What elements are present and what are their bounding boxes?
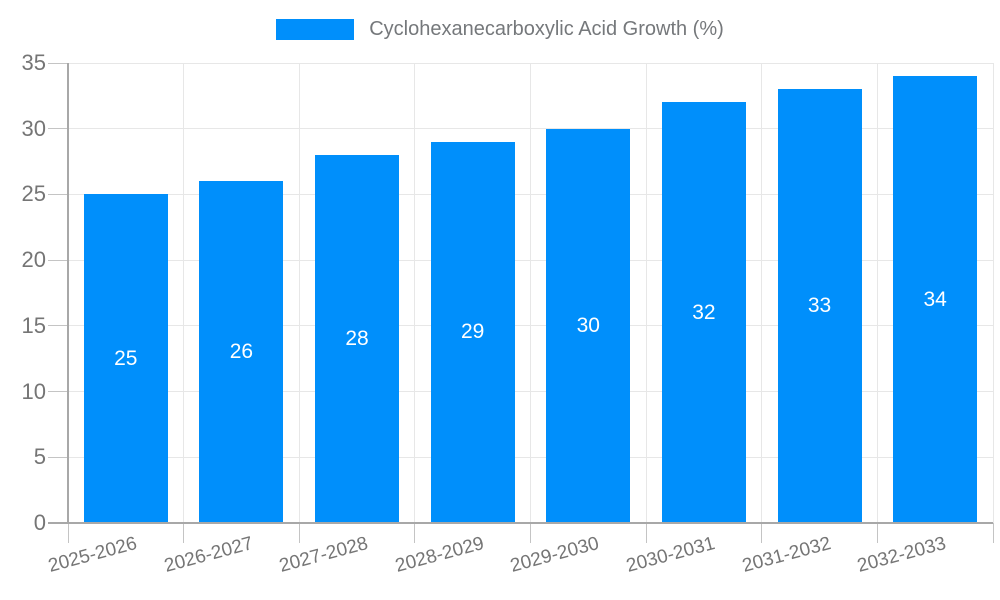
x-axis-tick-label: 2029-2030 — [508, 533, 602, 577]
x-axis-tick-label: 2031-2032 — [739, 533, 833, 577]
x-axis-tick-label: 2030-2031 — [624, 533, 718, 577]
bar-value-label: 25 — [114, 346, 138, 370]
x-axis-line — [48, 522, 993, 524]
legend-swatch — [276, 19, 355, 40]
x-axis-tick-label: 2032-2033 — [855, 533, 949, 577]
x-axis-tick — [67, 523, 69, 543]
x-axis-tick — [530, 523, 531, 543]
bar-value-label: 28 — [345, 327, 369, 350]
bar-value-label: 33 — [807, 294, 832, 318]
bar — [893, 76, 978, 522]
x-axis-tick-label: 2025-2026 — [46, 533, 140, 577]
bar — [546, 128, 631, 522]
gridline-vertical — [530, 63, 531, 523]
bar — [661, 102, 746, 522]
legend-label: Cyclohexanecarboxylic Acid Growth (%) — [369, 18, 724, 40]
y-axis-tick-label: 25 — [21, 181, 46, 207]
gridline-vertical — [414, 63, 416, 523]
y-axis-tick-label: 35 — [21, 50, 46, 75]
x-axis-tick-label: 2027-2028 — [277, 533, 371, 577]
gridline-vertical — [183, 63, 185, 523]
bar — [777, 89, 862, 522]
bar-value-label: 29 — [461, 320, 485, 344]
y-axis-tick — [48, 325, 68, 327]
gridline-vertical — [876, 63, 878, 523]
bar — [83, 194, 168, 522]
y-axis-tick — [48, 62, 68, 64]
bar — [315, 155, 400, 522]
bar — [430, 141, 515, 522]
gridline-vertical — [645, 63, 647, 523]
x-axis-tick — [876, 523, 878, 543]
y-axis-tick-label: 0 — [33, 510, 46, 535]
x-axis-tick-label: 2026-2027 — [161, 533, 255, 577]
x-axis-tick — [183, 523, 185, 543]
y-axis-tick-label: 10 — [21, 378, 46, 404]
y-axis-tick — [48, 391, 68, 393]
legend-item[interactable]: Cyclohexanecarboxylic Acid Growth (%) — [0, 18, 1000, 41]
y-axis-tick-label: 15 — [21, 312, 46, 338]
x-axis-tick — [414, 523, 416, 543]
bar-value-label: 26 — [229, 340, 254, 364]
bar-value-label: 34 — [923, 287, 947, 311]
x-axis-tick — [298, 523, 300, 543]
y-axis-tick — [48, 128, 68, 130]
y-axis-tick-label: 20 — [21, 247, 46, 273]
gridline-vertical — [992, 63, 994, 523]
y-axis-tick — [48, 193, 68, 195]
bar-value-label: 30 — [576, 313, 600, 337]
y-axis-tick-label: 5 — [33, 444, 46, 470]
y-axis-tick-label: 30 — [21, 115, 46, 141]
x-axis-tick — [992, 523, 994, 543]
y-axis-line — [67, 63, 69, 523]
y-axis-tick — [48, 259, 68, 261]
x-axis-tick — [645, 523, 647, 543]
bar-value-label: 32 — [692, 300, 716, 324]
bar — [199, 181, 284, 522]
gridline-vertical — [298, 63, 300, 523]
x-axis-tick — [761, 523, 763, 543]
gridline-vertical — [761, 63, 763, 523]
x-axis-tick-label: 2028-2029 — [392, 533, 487, 577]
y-axis-tick — [48, 456, 68, 458]
